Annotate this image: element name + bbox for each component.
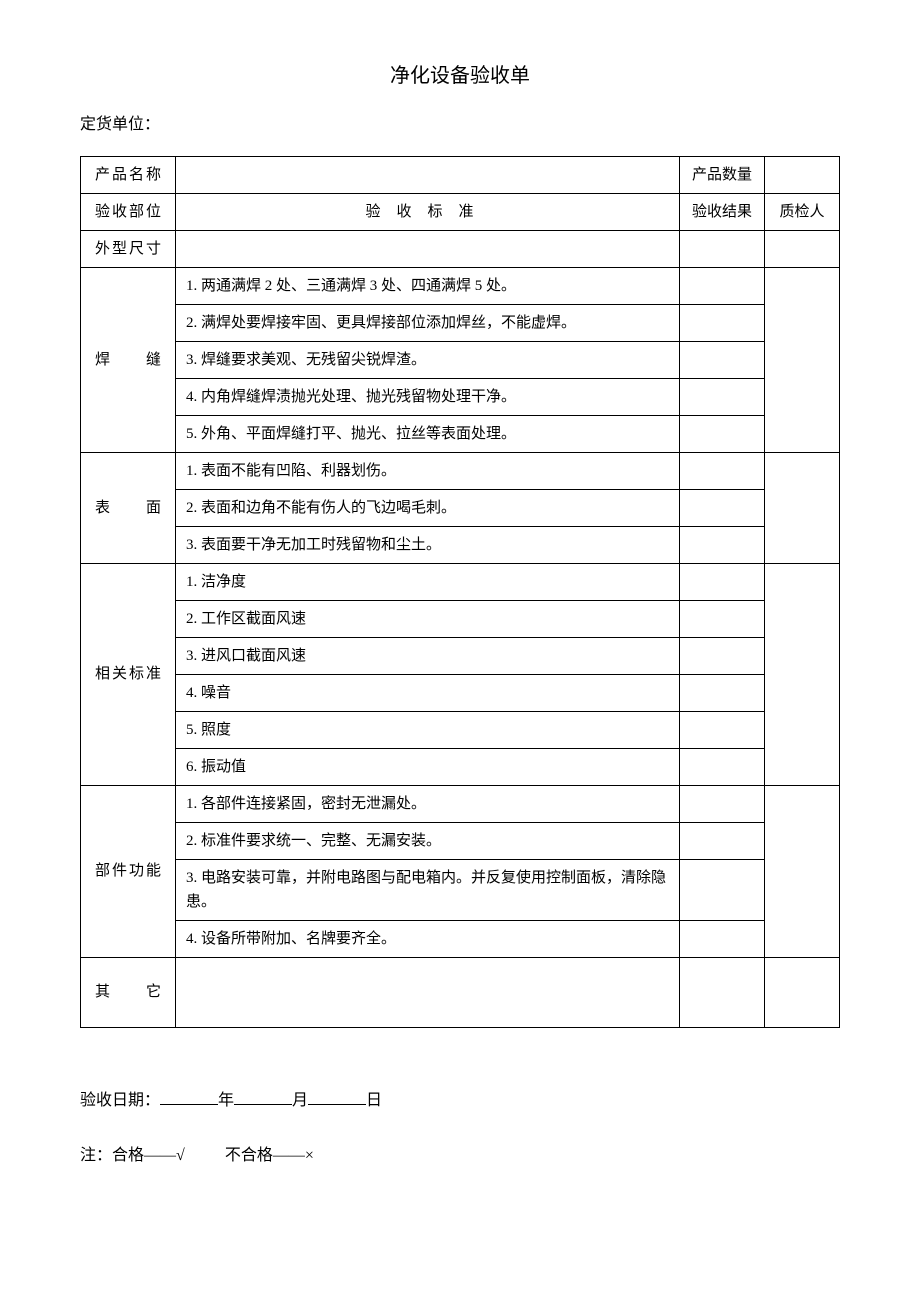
surface-item: 1. 表面不能有凹陷、利器划伤。 — [176, 452, 680, 489]
date-label: 验收日期： — [80, 1092, 160, 1109]
product-name-value — [176, 156, 680, 193]
footer-note: 注：合格——√ 不合格——× — [80, 1143, 840, 1169]
year-blank — [160, 1089, 218, 1105]
other-label: 其它 — [81, 957, 176, 1027]
table-row: 焊缝 1. 两通满焊 2 处、三通满焊 3 处、四通满焊 5 处。 — [81, 267, 840, 304]
table-row: 产品名称 产品数量 — [81, 156, 840, 193]
standards-result — [680, 637, 765, 674]
table-row: 4. 噪音 — [81, 674, 840, 711]
table-row: 3. 焊缝要求美观、无残留尖锐焊渣。 — [81, 341, 840, 378]
welding-item: 3. 焊缝要求美观、无残留尖锐焊渣。 — [176, 341, 680, 378]
dimensions-standard — [176, 230, 680, 267]
product-qty-value — [765, 156, 840, 193]
page-title: 净化设备验收单 — [80, 60, 840, 92]
table-row: 2. 表面和边角不能有伤人的飞边喝毛刺。 — [81, 489, 840, 526]
result-header: 验收结果 — [680, 193, 765, 230]
table-row: 4. 设备所带附加、名牌要齐全。 — [81, 920, 840, 957]
welding-item: 1. 两通满焊 2 处、三通满焊 3 处、四通满焊 5 处。 — [176, 267, 680, 304]
table-row: 2. 标准件要求统一、完整、无漏安装。 — [81, 822, 840, 859]
standard-header: 验收标准 — [176, 193, 680, 230]
order-unit-label: 定货单位： — [80, 112, 840, 138]
surface-item: 3. 表面要干净无加工时残留物和尘土。 — [176, 526, 680, 563]
note-prefix: 注： — [80, 1147, 112, 1164]
surface-result — [680, 526, 765, 563]
standards-result — [680, 711, 765, 748]
year-label: 年 — [218, 1092, 234, 1109]
parts-result — [680, 822, 765, 859]
welding-label: 焊缝 — [81, 267, 176, 452]
other-standard — [176, 957, 680, 1027]
parts-item: 3. 电路安装可靠，并附电路图与配电箱内。并反复使用控制面板，清除隐患。 — [176, 859, 680, 920]
dimensions-result — [680, 230, 765, 267]
surface-result — [680, 452, 765, 489]
fail-label: 不合格——× — [225, 1147, 314, 1164]
table-row: 3. 进风口截面风速 — [81, 637, 840, 674]
table-row: 3. 表面要干净无加工时残留物和尘土。 — [81, 526, 840, 563]
other-inspector — [765, 957, 840, 1027]
day-label: 日 — [366, 1092, 382, 1109]
parts-result — [680, 785, 765, 822]
welding-result — [680, 267, 765, 304]
standards-item: 4. 噪音 — [176, 674, 680, 711]
surface-item: 2. 表面和边角不能有伤人的飞边喝毛刺。 — [176, 489, 680, 526]
standards-result — [680, 563, 765, 600]
standards-label: 相关标准 — [81, 563, 176, 785]
welding-inspector — [765, 267, 840, 452]
standards-result — [680, 674, 765, 711]
standards-item: 2. 工作区截面风速 — [176, 600, 680, 637]
table-row: 6. 振动值 — [81, 748, 840, 785]
table-row: 外型尺寸 — [81, 230, 840, 267]
welding-result — [680, 341, 765, 378]
inspection-part-header: 验收部位 — [81, 193, 176, 230]
standards-result — [680, 748, 765, 785]
table-row: 相关标准 1. 洁净度 — [81, 563, 840, 600]
table-row: 部件功能 1. 各部件连接紧固，密封无泄漏处。 — [81, 785, 840, 822]
month-label: 月 — [292, 1092, 308, 1109]
day-blank — [308, 1089, 366, 1105]
product-qty-label: 产品数量 — [680, 156, 765, 193]
product-name-label: 产品名称 — [81, 156, 176, 193]
table-row: 5. 外角、平面焊缝打平、抛光、拉丝等表面处理。 — [81, 415, 840, 452]
parts-item: 1. 各部件连接紧固，密封无泄漏处。 — [176, 785, 680, 822]
welding-result — [680, 415, 765, 452]
pass-label: 合格——√ — [112, 1147, 185, 1164]
dimensions-inspector — [765, 230, 840, 267]
acceptance-table: 产品名称 产品数量 验收部位 验收标准 验收结果 质检人 外型尺寸 焊缝 1. … — [80, 156, 840, 1028]
parts-result — [680, 859, 765, 920]
surface-inspector — [765, 452, 840, 563]
standards-item: 3. 进风口截面风速 — [176, 637, 680, 674]
surface-label: 表面 — [81, 452, 176, 563]
parts-item: 2. 标准件要求统一、完整、无漏安装。 — [176, 822, 680, 859]
welding-item: 4. 内角焊缝焊渍抛光处理、抛光残留物处理干净。 — [176, 378, 680, 415]
welding-item: 5. 外角、平面焊缝打平、抛光、拉丝等表面处理。 — [176, 415, 680, 452]
table-row: 2. 满焊处要焊接牢固、更具焊接部位添加焊丝，不能虚焊。 — [81, 304, 840, 341]
welding-result — [680, 304, 765, 341]
parts-inspector — [765, 785, 840, 957]
standards-result — [680, 600, 765, 637]
month-blank — [234, 1089, 292, 1105]
other-result — [680, 957, 765, 1027]
standards-item: 5. 照度 — [176, 711, 680, 748]
welding-item: 2. 满焊处要焊接牢固、更具焊接部位添加焊丝，不能虚焊。 — [176, 304, 680, 341]
table-row: 验收部位 验收标准 验收结果 质检人 — [81, 193, 840, 230]
table-row: 其它 — [81, 957, 840, 1027]
table-row: 4. 内角焊缝焊渍抛光处理、抛光残留物处理干净。 — [81, 378, 840, 415]
table-row: 5. 照度 — [81, 711, 840, 748]
table-row: 2. 工作区截面风速 — [81, 600, 840, 637]
surface-result — [680, 489, 765, 526]
standards-item: 6. 振动值 — [176, 748, 680, 785]
acceptance-date: 验收日期： 年 月 日 — [80, 1088, 840, 1114]
welding-result — [680, 378, 765, 415]
standards-inspector — [765, 563, 840, 785]
table-row: 3. 电路安装可靠，并附电路图与配电箱内。并反复使用控制面板，清除隐患。 — [81, 859, 840, 920]
parts-item: 4. 设备所带附加、名牌要齐全。 — [176, 920, 680, 957]
table-row: 表面 1. 表面不能有凹陷、利器划伤。 — [81, 452, 840, 489]
dimensions-label: 外型尺寸 — [81, 230, 176, 267]
parts-label: 部件功能 — [81, 785, 176, 957]
parts-result — [680, 920, 765, 957]
standards-item: 1. 洁净度 — [176, 563, 680, 600]
inspector-header: 质检人 — [765, 193, 840, 230]
